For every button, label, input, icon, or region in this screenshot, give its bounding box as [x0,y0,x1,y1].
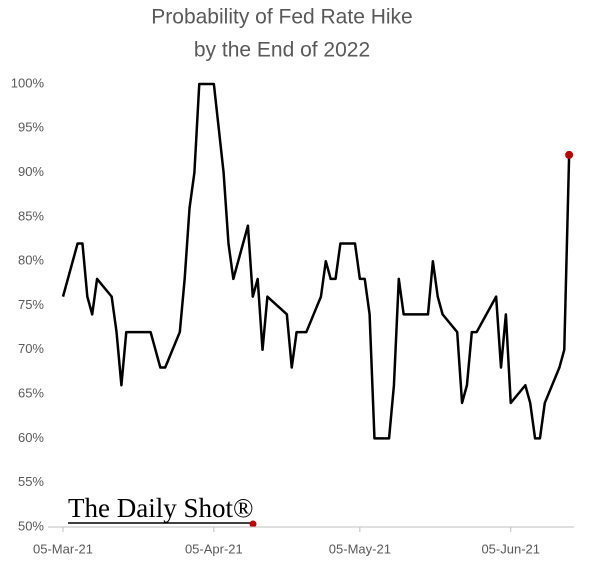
y-tick-label: 65% [18,386,44,401]
y-tick-label: 60% [18,430,44,445]
x-tick-label: 05-Jun-21 [481,541,540,556]
y-tick-label: 80% [18,253,44,268]
chart-title: by the End of 2022 [194,39,370,62]
y-tick-label: 85% [18,208,44,223]
series-line [61,82,571,440]
y-tick-label: 50% [18,518,44,533]
x-tick-label: 05-Mar-21 [33,541,93,556]
last-point [565,150,574,159]
x-tick-label: 05-May-21 [329,541,391,556]
y-tick-label: 100% [11,75,45,90]
y-tick-label: 95% [18,120,44,135]
y-tick-label: 90% [18,164,44,179]
y-tick-label: 55% [18,474,44,489]
logo-dot [249,520,257,528]
x-tick-label: 05-Apr-21 [185,541,243,556]
logo: The Daily Shot® [68,493,254,523]
chart-title: Probability of Fed Rate Hike [151,6,412,29]
y-tick-label: 70% [18,341,44,356]
y-tick-label: 75% [18,297,44,312]
